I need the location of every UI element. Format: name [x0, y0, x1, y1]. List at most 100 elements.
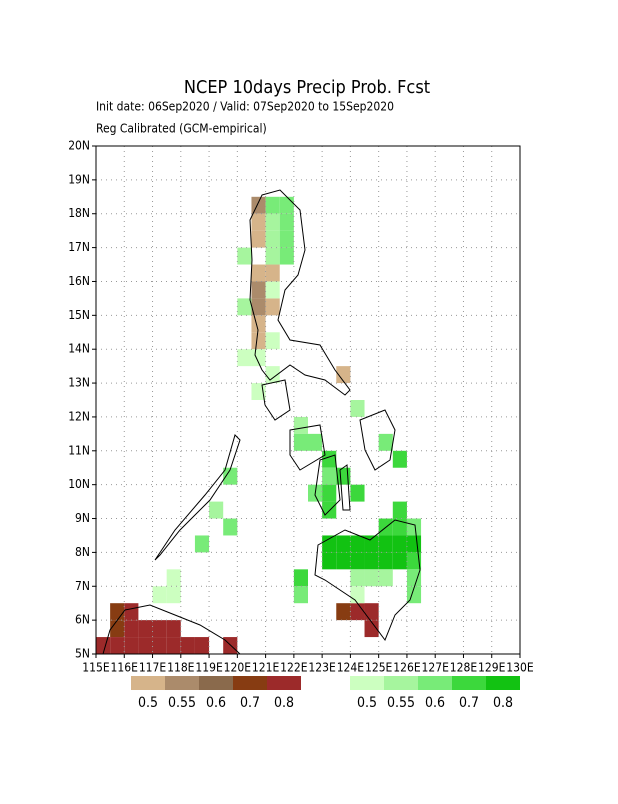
- prob-cell: [251, 332, 266, 350]
- prob-cell: [350, 552, 365, 570]
- prob-cell: [378, 569, 393, 587]
- legend-label: 0.7: [240, 695, 260, 711]
- prob-cell: [110, 620, 125, 638]
- prob-cell: [124, 620, 139, 638]
- plot-frame: [95, 145, 521, 655]
- prob-cell: [364, 620, 379, 638]
- prob-cell: [223, 518, 238, 536]
- prob-cell: [322, 535, 337, 553]
- prob-cell: [279, 230, 294, 248]
- prob-cell: [392, 518, 407, 536]
- y-tick-label: 6N: [75, 613, 90, 627]
- chart-title: NCEP 10days Precip Prob. Fcst: [184, 77, 430, 98]
- prob-cell: [152, 586, 167, 604]
- prob-cell: [364, 552, 379, 570]
- prob-cell: [166, 637, 181, 654]
- y-tick-label: 7N: [75, 579, 90, 593]
- y-tick-label: 13N: [68, 376, 90, 390]
- prob-cell: [336, 366, 351, 384]
- prob-cell: [364, 535, 379, 553]
- prob-cell: [406, 552, 422, 570]
- prob-cell: [350, 603, 365, 621]
- prob-cell: [392, 501, 407, 519]
- x-tick-label: 128E: [450, 661, 478, 675]
- prob-cell: [406, 535, 422, 553]
- prob-cell: [209, 501, 224, 519]
- prob-cell: [251, 281, 266, 299]
- prob-cell: [392, 450, 407, 468]
- prob-cell: [350, 400, 365, 417]
- coast-samar-leyte: [359, 409, 396, 471]
- prob-cell: [350, 569, 365, 587]
- legend-label: 0.6: [206, 695, 226, 711]
- prob-cell: [166, 569, 181, 587]
- legend-swatch: [165, 676, 199, 690]
- coastlines: [102, 189, 421, 655]
- x-tick-label: 127E: [421, 661, 449, 675]
- y-tick-label: 11N: [68, 443, 90, 457]
- prob-cell: [350, 484, 365, 502]
- prob-cell: [336, 535, 351, 553]
- prob-cell: [364, 603, 379, 621]
- prob-cell: [378, 535, 393, 553]
- coast-negros: [314, 454, 341, 516]
- prob-cell: [194, 535, 210, 553]
- prob-cell: [322, 501, 337, 519]
- prob-cell: [350, 535, 365, 553]
- prob-cell: [265, 230, 280, 248]
- legend-label: 0.55: [168, 695, 196, 711]
- prob-cell: [392, 552, 407, 570]
- prob-cell: [237, 247, 252, 265]
- coast-cebu: [339, 464, 351, 511]
- prob-cell: [251, 196, 266, 214]
- prob-cell: [237, 349, 252, 367]
- prob-cell: [194, 637, 210, 654]
- prob-cell: [322, 467, 337, 485]
- prob-cell: [265, 298, 280, 316]
- coast-panay: [289, 424, 326, 471]
- prob-cell: [336, 552, 351, 570]
- y-tick-label: 12N: [68, 409, 90, 423]
- prob-cell: [265, 196, 280, 214]
- legend-swatch: [233, 676, 267, 690]
- prob-cell: [251, 213, 266, 231]
- prob-cell: [406, 518, 422, 536]
- prob-cell: [265, 264, 280, 282]
- prob-cell: [265, 281, 280, 299]
- prob-cell: [237, 298, 252, 316]
- x-tick-label: 119E: [195, 661, 223, 675]
- legend-label: 0.5: [138, 695, 158, 711]
- prob-cell: [138, 637, 153, 654]
- y-tick-label: 16N: [68, 274, 90, 288]
- y-tick-label: 9N: [75, 511, 90, 525]
- x-tick-label: 130E: [506, 661, 534, 675]
- prob-cell: [110, 603, 125, 621]
- legend-swatch: [131, 676, 165, 690]
- y-tick-label: 14N: [68, 342, 90, 356]
- coast-palawan: [154, 434, 241, 561]
- x-tick-label: 120E: [224, 661, 252, 675]
- prob-cell: [110, 637, 125, 654]
- prob-cell: [378, 552, 393, 570]
- x-tick-label: 117E: [139, 661, 167, 675]
- prob-cell: [308, 433, 323, 451]
- legend-label: 0.7: [459, 695, 479, 711]
- prob-cell: [251, 264, 266, 282]
- legend-swatch: [452, 676, 486, 690]
- y-tick-label: 17N: [68, 240, 90, 254]
- x-tick-label: 125E: [365, 661, 393, 675]
- x-tick-label: 115E: [82, 661, 110, 675]
- prob-cell: [265, 247, 280, 265]
- coast-luzon: [249, 189, 351, 396]
- coast-borneo: [102, 604, 241, 655]
- x-tick-label: 124E: [337, 661, 365, 675]
- prob-cell: [138, 620, 153, 638]
- legend-swatch: [267, 676, 301, 690]
- prob-cell: [406, 569, 422, 587]
- prob-cell: [124, 603, 139, 621]
- prob-cell: [180, 637, 195, 654]
- y-tick-label: 10N: [68, 477, 90, 491]
- legend-swatch: [350, 676, 384, 690]
- legend-label: 0.5: [357, 695, 377, 711]
